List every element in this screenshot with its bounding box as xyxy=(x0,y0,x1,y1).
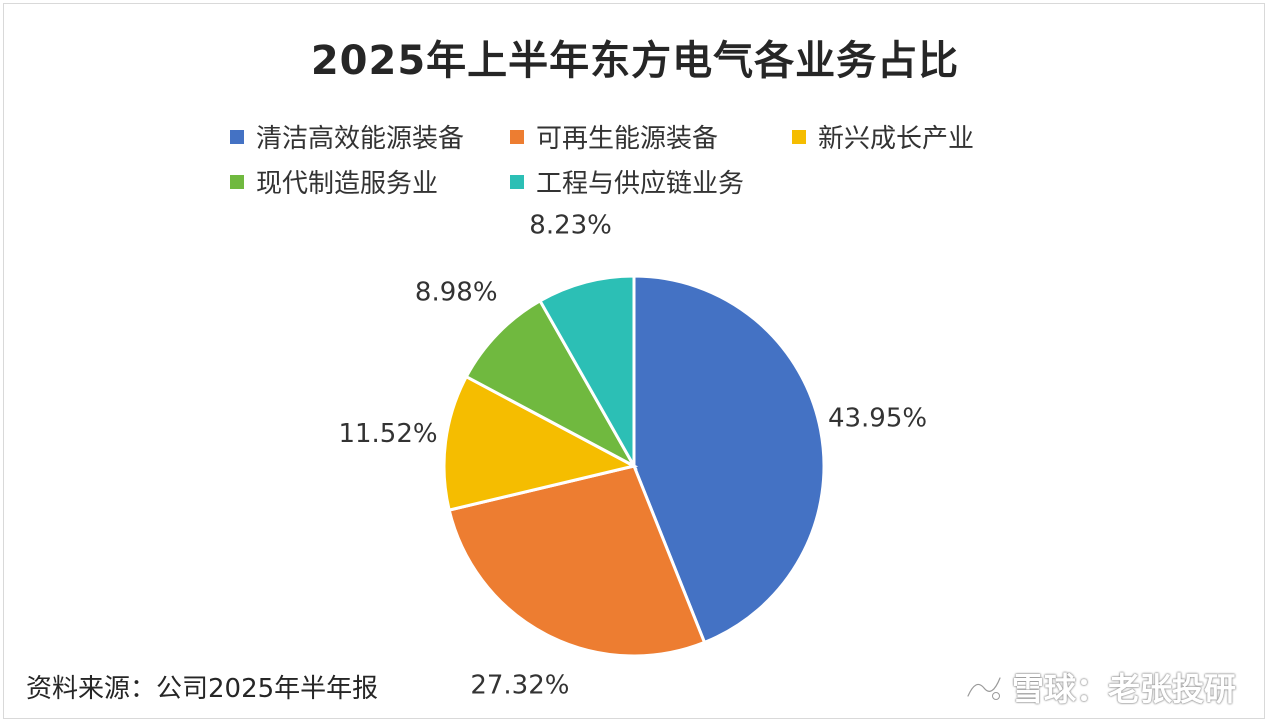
pie-slice-engineering xyxy=(538,274,636,472)
data-label-services: 8.98% xyxy=(415,278,498,308)
snowball-logo-icon xyxy=(965,675,1003,700)
chart-title: 2025年上半年东方电气各业务占比 xyxy=(310,38,960,84)
legend-swatch-engineering xyxy=(510,174,524,189)
legend-swatch-clean-energy xyxy=(230,129,244,144)
data-label-emerging: 11.52% xyxy=(338,419,437,449)
legend-item-renewable: 可再生能源装备 xyxy=(510,118,718,155)
source-note: 资料来源：公司2025年半年报 xyxy=(26,674,379,704)
watermark-text: 雪球：老张投研 xyxy=(1011,670,1236,708)
watermark: 雪球：老张投研 xyxy=(964,664,1236,710)
pie-slice-emerging xyxy=(442,374,639,512)
legend-label-emerging: 新兴成长产业 xyxy=(818,124,975,154)
legend-item-clean-energy: 清洁高效能源装备 xyxy=(230,118,464,155)
legend-item-engineering: 工程与供应链业务 xyxy=(510,163,744,200)
legend-swatch-services xyxy=(230,174,244,189)
chart-legend: 清洁高效能源装备 可再生能源装备 新兴成长产业 现代制造服务业 工程与供应链业务 xyxy=(0,0,1270,210)
pie-labels: 43.95% 27.32% 11.52% 8.98% 8.23% xyxy=(338,211,927,701)
legend-label-services: 现代制造服务业 xyxy=(256,169,439,199)
data-label-renewable: 27.32% xyxy=(470,671,569,701)
legend-label-clean-energy: 清洁高效能源装备 xyxy=(256,124,465,154)
pie-slice-renewable xyxy=(447,464,707,658)
data-label-clean-energy: 43.95% xyxy=(828,404,927,434)
legend-item-services: 现代制造服务业 xyxy=(230,163,438,200)
chart-frame xyxy=(3,3,1265,719)
pie-slice-clean-energy xyxy=(632,274,826,645)
legend-item-emerging: 新兴成长产业 xyxy=(792,118,974,155)
legend-swatch-emerging xyxy=(792,129,806,144)
legend-swatch-renewable xyxy=(510,129,524,144)
data-label-engineering: 8.23% xyxy=(529,211,612,241)
pie-slices xyxy=(442,274,826,658)
legend-label-engineering: 工程与供应链业务 xyxy=(536,169,745,199)
pie-slice-services xyxy=(464,298,638,470)
legend-label-renewable: 可再生能源装备 xyxy=(536,124,719,154)
